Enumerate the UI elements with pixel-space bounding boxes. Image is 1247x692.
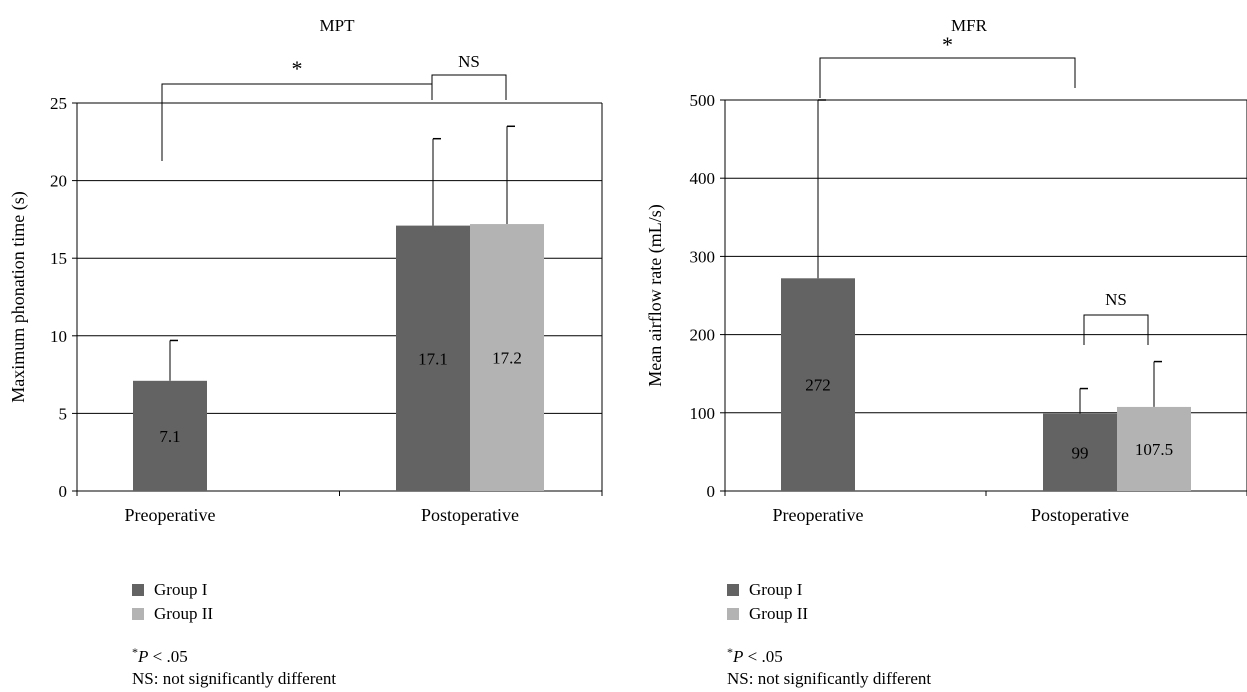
- p-threshold: < .05: [148, 647, 188, 666]
- x-category-label: Preoperative: [773, 505, 864, 525]
- y-tick-label: 300: [690, 247, 716, 266]
- mpt-footnotes: *P < .05 NS: not significantly different: [132, 641, 336, 690]
- bar: [1043, 413, 1117, 491]
- chart-title: MPT: [320, 16, 356, 35]
- mpt-chart-svg: 0 5 10 15 20 25 MPT Maximum phonation time (s) P…: [8, 16, 603, 525]
- ns-note: NS: not significantly different: [727, 669, 932, 688]
- p-threshold: < .05: [743, 647, 783, 666]
- y-tick-label: 0: [707, 482, 716, 501]
- y-tick-label: 15: [50, 249, 67, 268]
- data-label: 17.1: [418, 349, 448, 368]
- legend-item-group-2: Group II: [132, 602, 213, 626]
- bar: [1117, 406, 1191, 491]
- y-tick-label: 200: [690, 326, 716, 345]
- x-category-label: Postoperative: [421, 505, 519, 525]
- p-symbol: P: [138, 647, 149, 666]
- star-symbol: *: [727, 645, 733, 659]
- mpt-chart-panel: 0 5 10 15 20 25 MPT Maximum phonation time (s) P…: [0, 0, 623, 692]
- x-category-label: Preoperative: [125, 505, 216, 525]
- mfr-chart-svg: 0 100 200 300 400 500 MFR Mean airflow rate (mL…: [645, 16, 1247, 525]
- legend-item-group-2: Group II: [727, 602, 808, 626]
- significance-label: *: [942, 32, 953, 57]
- y-tick-label: 0: [59, 482, 68, 501]
- y-axis-label: Mean airflow rate (mL/s): [645, 204, 666, 386]
- y-tick-label: 500: [690, 91, 716, 110]
- y-tick-label: 25: [50, 94, 67, 113]
- mfr-legend: Group I Group II: [727, 578, 808, 626]
- y-tick-label: 5: [59, 404, 68, 423]
- y-axis-label: Maximum phonation time (s): [8, 191, 29, 402]
- bar: [133, 380, 207, 491]
- mfr-chart-panel: 0 100 200 300 400 500 MFR Mean airflow rate (mL…: [624, 0, 1247, 692]
- data-label: 99: [1072, 443, 1089, 462]
- legend-label-group-2: Group II: [154, 604, 214, 623]
- significance-bracket: [1083, 314, 1149, 345]
- bar: [781, 278, 855, 491]
- ns-note: NS: not significantly different: [132, 669, 337, 688]
- legend-label-group-2: Group II: [749, 604, 809, 623]
- mfr-footnotes: *P < .05 NS: not significantly different: [727, 641, 931, 690]
- legend-swatch-group-1: [727, 584, 739, 596]
- data-label: 272: [805, 376, 831, 395]
- significance-bracket: [431, 74, 507, 100]
- chart-title: MFR: [951, 16, 988, 35]
- significance-bracket: [161, 83, 433, 161]
- y-tick-label: 400: [690, 169, 716, 188]
- y-tick-label: 20: [50, 172, 67, 191]
- y-tick-label: 10: [50, 327, 67, 346]
- bar: [396, 225, 470, 491]
- significance-bracket: [819, 57, 1076, 98]
- legend-item-group-1: Group I: [132, 578, 213, 602]
- x-category-label: Postoperative: [1031, 505, 1129, 525]
- mpt-legend: Group I Group II: [132, 578, 213, 626]
- data-label: 107.5: [1135, 440, 1173, 459]
- significance-label: *: [292, 56, 303, 81]
- legend-swatch-group-2: [132, 608, 144, 620]
- legend-swatch-group-1: [132, 584, 144, 596]
- star-symbol: *: [132, 645, 138, 659]
- significance-label: NS: [458, 52, 480, 71]
- legend-label-group-1: Group I: [154, 580, 208, 599]
- y-tick-label: 100: [690, 404, 716, 423]
- significance-note: *P < .05: [132, 641, 336, 668]
- data-label: 7.1: [159, 427, 180, 446]
- significance-note: *P < .05: [727, 641, 931, 668]
- legend-swatch-group-2: [727, 608, 739, 620]
- data-label: 17.2: [492, 349, 522, 368]
- legend-label-group-1: Group I: [749, 580, 803, 599]
- significance-label: NS: [1105, 290, 1127, 309]
- bar: [470, 224, 544, 491]
- p-symbol: P: [733, 647, 744, 666]
- legend-item-group-1: Group I: [727, 578, 808, 602]
